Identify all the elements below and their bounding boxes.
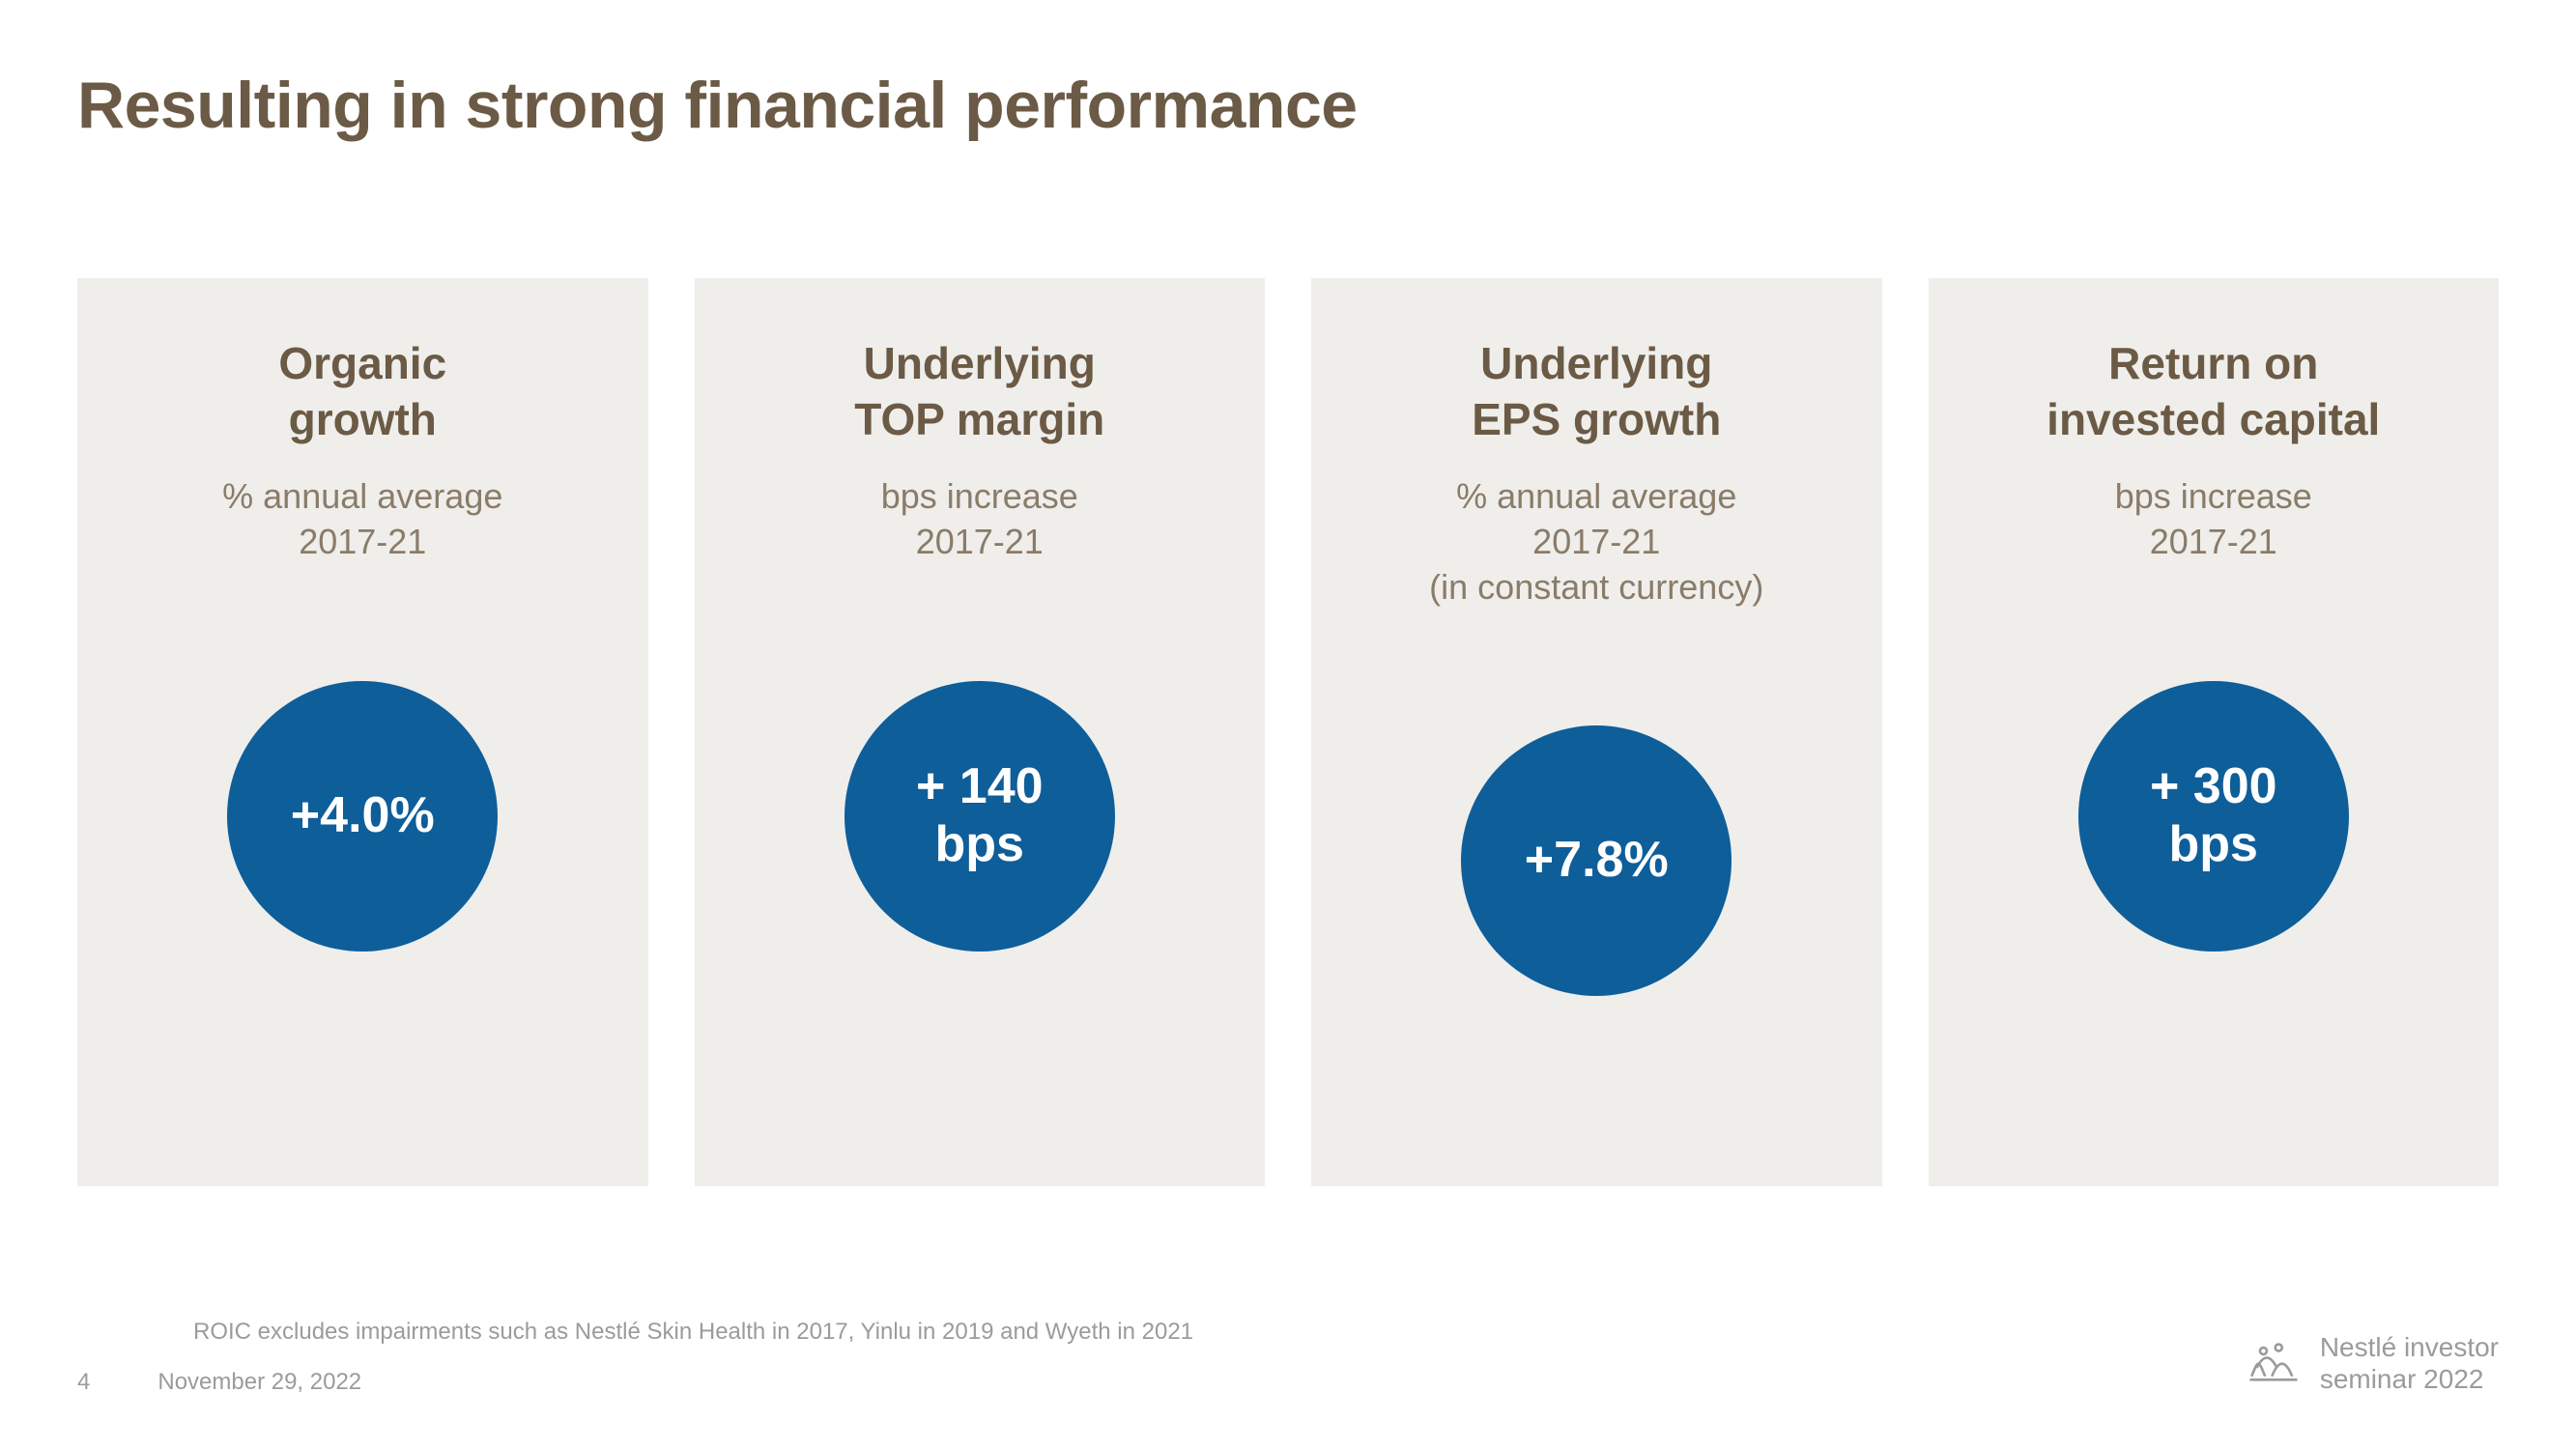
- metric-title: Return on invested capital: [2046, 336, 2380, 447]
- metric-card-top-margin: Underlying TOP margin bps increase 2017-…: [695, 278, 1266, 1186]
- metric-subtitle: bps increase 2017-21: [881, 474, 1078, 565]
- metric-circle: +4.0%: [227, 681, 498, 952]
- brand-text: Nestlé investor seminar 2022: [2320, 1331, 2499, 1396]
- nestle-logo-icon: [2247, 1334, 2301, 1393]
- metric-circle: + 140 bps: [844, 681, 1115, 952]
- brand-block: Nestlé investor seminar 2022: [2247, 1331, 2499, 1396]
- metric-value: + 140 bps: [916, 758, 1044, 874]
- metric-card-roic: Return on invested capital bps increase …: [1929, 278, 2500, 1186]
- metric-title: Underlying EPS growth: [1472, 336, 1721, 447]
- metric-circle: +7.8%: [1461, 725, 1732, 996]
- metric-subtitle: % annual average 2017-21: [222, 474, 502, 565]
- page-number: 4: [77, 1369, 90, 1396]
- metric-value: +7.8%: [1525, 832, 1669, 890]
- footnote: ROIC excludes impairments such as Nestlé…: [193, 1319, 1193, 1346]
- metric-subtitle: % annual average 2017-21 (in constant cu…: [1429, 474, 1763, 610]
- metric-value: + 300 bps: [2150, 758, 2277, 874]
- footer-meta: 4 November 29, 2022: [77, 1369, 1193, 1396]
- metric-card-eps-growth: Underlying EPS growth % annual average 2…: [1311, 278, 1882, 1186]
- slide: Resulting in strong financial performanc…: [0, 0, 2576, 1449]
- slide-date: November 29, 2022: [157, 1369, 361, 1396]
- metric-subtitle: bps increase 2017-21: [2115, 474, 2312, 565]
- metric-circle: + 300 bps: [2078, 681, 2349, 952]
- metric-cards-row: Organic growth % annual average 2017-21 …: [77, 278, 2499, 1186]
- footer: ROIC excludes impairments such as Nestlé…: [77, 1319, 1193, 1396]
- metric-title: Underlying TOP margin: [854, 336, 1104, 447]
- metric-card-organic-growth: Organic growth % annual average 2017-21 …: [77, 278, 648, 1186]
- metric-value: +4.0%: [291, 787, 435, 845]
- slide-title: Resulting in strong financial performanc…: [77, 68, 2499, 143]
- metric-title: Organic growth: [278, 336, 446, 447]
